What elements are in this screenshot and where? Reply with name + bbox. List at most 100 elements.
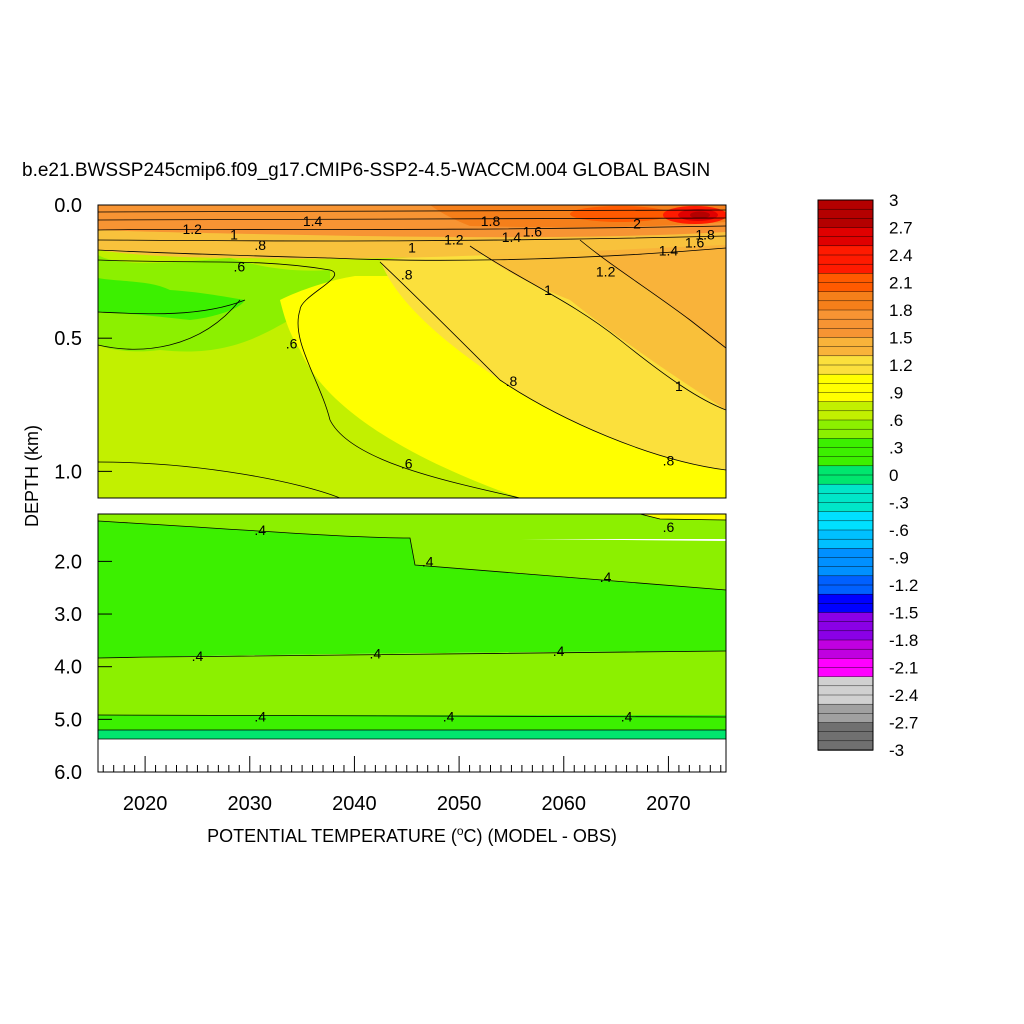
colorbar-swatch [817, 236, 874, 247]
contour-label: 1.4 [502, 229, 522, 245]
axis-labels: 2020 2030 2040 2050 2060 2070 0.0 0.5 1.0 2.0 3.0 4… [54, 195, 690, 815]
x-tick-label: 2020 [123, 793, 168, 815]
colorbar-swatch [817, 658, 874, 669]
contour-label: .6 [663, 519, 675, 535]
colorbar-swatch [817, 199, 874, 210]
colorbar-label: 1.8 [889, 301, 913, 320]
contour-label: .6 [401, 455, 413, 471]
colorbar-swatch [817, 227, 874, 238]
colorbar-swatch [817, 603, 874, 614]
colorbar-swatch [817, 373, 874, 385]
colorbar-swatch [817, 328, 874, 339]
colorbar-label: 2.1 [889, 274, 913, 293]
contour-label: 2 [633, 216, 641, 232]
colorbar-swatch [817, 557, 874, 568]
upper-panel-frame [97, 204, 727, 499]
contour-label: 1.2 [182, 221, 202, 237]
lower-panel-frame [97, 513, 727, 773]
colorbar-swatch [817, 392, 874, 403]
colorbar-swatch [817, 355, 874, 366]
contour-label: .8 [506, 373, 518, 389]
colorbar-swatch [817, 465, 874, 476]
colorbar-frame [817, 199, 874, 751]
contour-label: 1 [544, 282, 552, 298]
colorbar-swatch [817, 483, 874, 495]
colorbar-swatch [817, 383, 874, 394]
colorbar-swatch [817, 263, 874, 275]
warm-core-2.6 [690, 211, 710, 219]
colorbar-swatch [817, 300, 874, 311]
colorbar-swatch [817, 703, 874, 715]
colorbar-label: -2.1 [889, 659, 918, 678]
colorbar-swatch [817, 731, 874, 742]
colorbar-swatch [817, 648, 874, 660]
contour-label: 1.6 [685, 234, 705, 250]
contour-label: 1 [675, 378, 683, 394]
contour-label: .4 [422, 553, 434, 569]
colorbar-label: -1.2 [889, 576, 918, 595]
colorbar-label: 1.2 [889, 356, 913, 375]
lower-band-3 [98, 521, 726, 658]
colorbar-label: -3 [889, 741, 904, 760]
colorbar-swatch [817, 502, 874, 513]
colorbar-swatch [817, 318, 874, 330]
colorbar-swatch [817, 566, 874, 577]
colorbar-swatch [817, 548, 874, 559]
colorbar-swatch [817, 419, 874, 430]
contour-labels: 1.2 1.41.8.61 1.2.81.81.61.421.81.61.41.21… [182, 213, 715, 725]
contour-label: .4 [621, 709, 633, 725]
y-tick-label-lower: 5.0 [54, 709, 82, 731]
lower-band-4 [98, 651, 726, 717]
contour-label: 1 [230, 226, 238, 242]
lower-band-6 [98, 730, 726, 739]
colorbar-swatch [817, 511, 874, 522]
upper-panel [98, 205, 726, 498]
colorbar-swatch [817, 428, 874, 440]
colorbar-swatch [817, 364, 874, 375]
colorbar-swatch [817, 685, 874, 696]
contour-label: .8 [254, 237, 266, 253]
colorbar-swatch [817, 208, 874, 220]
x-tick-label: 2060 [542, 793, 587, 815]
contour-label: .6 [286, 336, 298, 352]
lower-warm-patch [640, 514, 726, 520]
colorbar-swatch [817, 538, 874, 550]
x-tick-label: 2070 [646, 793, 691, 815]
lower-panel [98, 514, 726, 772]
y-tick-label-upper: 1.0 [54, 461, 82, 483]
warm-core-2 [570, 206, 670, 222]
colorbar-label: 3 [889, 191, 898, 210]
colorbar: 3 2.7 2.4 2.1 1.8 1.5 1.2 .9 .6 .3 0 -.3 -.6 -.9 -1.2 -… [817, 191, 918, 760]
colorbar-swatch [817, 621, 874, 632]
colorbar-swatch [817, 456, 874, 467]
colorbar-swatch [817, 740, 874, 751]
colorbar-swatch [817, 520, 874, 531]
colorbar-label: .3 [889, 439, 903, 458]
contour-label: .4 [553, 643, 565, 659]
colorbar-swatch [817, 593, 874, 605]
colorbar-label: -.6 [889, 521, 909, 540]
contour-label: 1.8 [481, 213, 501, 229]
colorbar-swatch [817, 254, 874, 265]
colorbar-label: 2.4 [889, 246, 913, 265]
contour-label: .8 [663, 453, 675, 469]
colorbar-swatch [817, 273, 874, 284]
lower-band-5 [98, 715, 726, 730]
x-axis-label: POTENTIAL TEMPERATURE (oC) (MODEL - OBS) [207, 824, 617, 846]
contour-label: 1 [408, 240, 416, 256]
contour-label: 1.6 [523, 224, 543, 240]
colorbar-label: -.3 [889, 494, 909, 513]
y-tick-label-lower: 3.0 [54, 604, 82, 626]
colorbar-label: 2.7 [889, 219, 913, 238]
colorbar-label: .6 [889, 411, 903, 430]
contour-label: 1.4 [303, 213, 323, 229]
y-tick-label-upper: 0.5 [54, 328, 82, 350]
contour-label: .4 [600, 569, 612, 585]
colorbar-swatch [817, 447, 874, 458]
colorbar-swatch [817, 493, 874, 504]
contour-label: .4 [254, 709, 266, 725]
colorbar-swatch [817, 438, 874, 449]
colorbar-swatch [817, 218, 874, 229]
y-tick-label-upper: 0.0 [54, 195, 82, 217]
